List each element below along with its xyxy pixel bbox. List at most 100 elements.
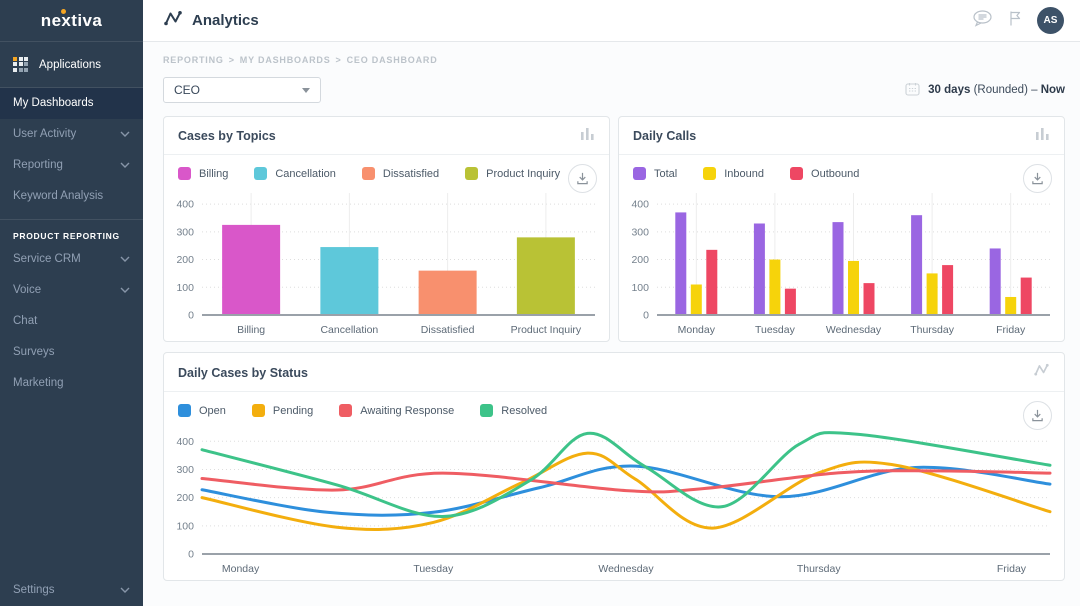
legend-item-total[interactable]: Total (633, 167, 677, 180)
breadcrumb-link-ceo-dashboard[interactable]: CEO DASHBOARD (346, 55, 438, 65)
legend-swatch (703, 167, 717, 180)
sidebar-item-reporting[interactable]: Reporting (0, 150, 143, 181)
svg-text:Tuesday: Tuesday (755, 324, 796, 336)
chart-legend: Billing Cancellation Dissatisfied Product I… (164, 155, 609, 193)
page-title: Analytics (192, 12, 259, 29)
date-range-text: 30 days (Rounded) – Now (928, 84, 1065, 96)
sidebar-item-label: Reporting (13, 159, 63, 171)
download-button[interactable] (1023, 164, 1052, 193)
breadcrumb-separator: > (335, 55, 342, 65)
flag-icon[interactable] (1008, 10, 1022, 32)
sidebar-item-label: Marketing (13, 377, 64, 389)
dashboard-select[interactable]: CEO (163, 77, 321, 103)
legend-swatch (633, 167, 646, 180)
sidebar-nav-product: Service CRM Voice Chat Surveys Marketing (0, 244, 143, 399)
svg-text:Wednesday: Wednesday (598, 563, 654, 575)
sidebar-item-service-crm[interactable]: Service CRM (0, 244, 143, 275)
chart-legend: Open Pending Awaiting Response Resolved (164, 392, 1064, 430)
sidebar-item-keyword-analysis[interactable]: Keyword Analysis (0, 181, 143, 212)
sidebar-item-label: Service CRM (13, 253, 81, 265)
main-area: Analytics AS REPORTING > MY DASHBOARDS > CEO… (143, 0, 1080, 606)
applications-menu[interactable]: Applications (0, 42, 143, 88)
svg-text:200: 200 (631, 254, 649, 266)
legend-swatch (339, 404, 353, 417)
card-title: Daily Cases by Status (178, 365, 308, 380)
legend-swatch (178, 404, 191, 417)
top-bar: Analytics AS (143, 0, 1080, 42)
sidebar-item-marketing[interactable]: Marketing (0, 368, 143, 399)
chevron-down-icon (302, 87, 310, 93)
sidebar-item-user-activity[interactable]: User Activity (0, 119, 143, 150)
sidebar-item-surveys[interactable]: Surveys (0, 337, 143, 368)
legend-item-resolved[interactable]: Resolved (480, 404, 547, 417)
svg-text:300: 300 (176, 226, 194, 238)
content-area: REPORTING > MY DASHBOARDS > CEO DASHBOARD CE… (143, 42, 1080, 606)
sidebar-item-label: Chat (13, 315, 38, 327)
card-title: Daily Calls (633, 129, 697, 143)
avatar[interactable]: AS (1037, 7, 1064, 34)
legend-label: Pending (272, 404, 314, 417)
card-title: Cases by Topics (178, 129, 276, 143)
chart-legend: Total Inbound Outbound (619, 155, 1064, 193)
card-header: Daily Calls (619, 117, 1064, 155)
download-button[interactable] (568, 164, 597, 193)
legend-label: Resolved (501, 404, 548, 417)
legend-item-awaiting-response[interactable]: Awaiting Response (339, 404, 454, 417)
svg-text:Dissatisfied: Dissatisfied (421, 324, 475, 336)
date-range-rounded: (Rounded) (973, 84, 1028, 96)
svg-text:Product Inquiry: Product Inquiry (511, 324, 582, 336)
nextiva-logo-dot (61, 9, 66, 14)
svg-text:Friday: Friday (997, 563, 1027, 575)
charts-top-row: Cases by Topics Billing Cancellation Dissa… (163, 116, 1065, 342)
legend-item-billing[interactable]: Billing (178, 167, 228, 180)
svg-text:0: 0 (188, 310, 194, 322)
legend-swatch (480, 404, 494, 417)
legend-label: Cancellation (275, 167, 336, 180)
sidebar-item-chat[interactable]: Chat (0, 306, 143, 337)
legend-item-product-inquiry[interactable]: Product Inquiry (465, 167, 560, 180)
svg-text:100: 100 (176, 282, 194, 294)
chevron-down-icon (120, 253, 130, 266)
nextiva-logo-text: nextiva (40, 10, 103, 30)
legend-swatch (251, 404, 265, 417)
apps-grid-icon (13, 56, 29, 73)
sidebar-nav-main: My Dashboards User Activity Reporting Keywo… (0, 88, 143, 212)
sidebar-item-settings[interactable]: Settings (0, 574, 143, 606)
legend-label: Outbound (811, 167, 860, 180)
legend-item-dissatisfied[interactable]: Dissatisfied (361, 167, 439, 180)
sidebar-item-my-dashboards[interactable]: My Dashboards (0, 88, 143, 119)
bar-chart-icon (581, 127, 595, 145)
card-daily-calls: Daily Calls Total Inbound Outbound Monday T… (618, 116, 1065, 342)
daily-cases-by-status-chart: Monday Tuesday Wednesday Thursday Friday 0 100… (164, 420, 1064, 580)
card-header: Daily Cases by Status (164, 353, 1064, 392)
dashboard-select-value: CEO (174, 83, 201, 97)
legend-label: Open (199, 404, 226, 417)
sidebar-item-voice[interactable]: Voice (0, 275, 143, 306)
breadcrumb-link-reporting[interactable]: REPORTING (163, 55, 224, 65)
legend-item-inbound[interactable]: Inbound (703, 167, 764, 180)
legend-label: Billing (199, 167, 229, 180)
chat-bubble-icon[interactable] (972, 9, 993, 32)
legend-item-open[interactable]: Open (178, 404, 226, 417)
legend-item-cancellation[interactable]: Cancellation (254, 167, 336, 180)
chevron-down-icon (120, 584, 130, 596)
legend-item-outbound[interactable]: Outbound (790, 167, 859, 180)
applications-label: Applications (39, 58, 102, 71)
svg-text:300: 300 (176, 464, 194, 476)
date-range-picker[interactable]: 30 days (Rounded) – Now (905, 82, 1065, 99)
legend-swatch (254, 167, 268, 180)
legend-label: Awaiting Response (360, 404, 455, 417)
sidebar-item-label: Surveys (13, 346, 55, 358)
sidebar-item-label: User Activity (13, 128, 77, 140)
download-button[interactable] (1023, 401, 1052, 430)
sidebar-item-label: Keyword Analysis (13, 190, 104, 202)
breadcrumb-link-my-dashboards[interactable]: MY DASHBOARDS (239, 55, 331, 65)
sidebar-item-label: Voice (13, 284, 42, 296)
chevron-down-icon (120, 128, 130, 141)
date-range-separator: – (1031, 84, 1038, 96)
calendar-icon (905, 82, 920, 99)
svg-text:Tuesday: Tuesday (413, 563, 454, 575)
legend-label: Inbound (724, 167, 765, 180)
legend-item-pending[interactable]: Pending (251, 404, 314, 417)
svg-text:400: 400 (176, 199, 194, 211)
